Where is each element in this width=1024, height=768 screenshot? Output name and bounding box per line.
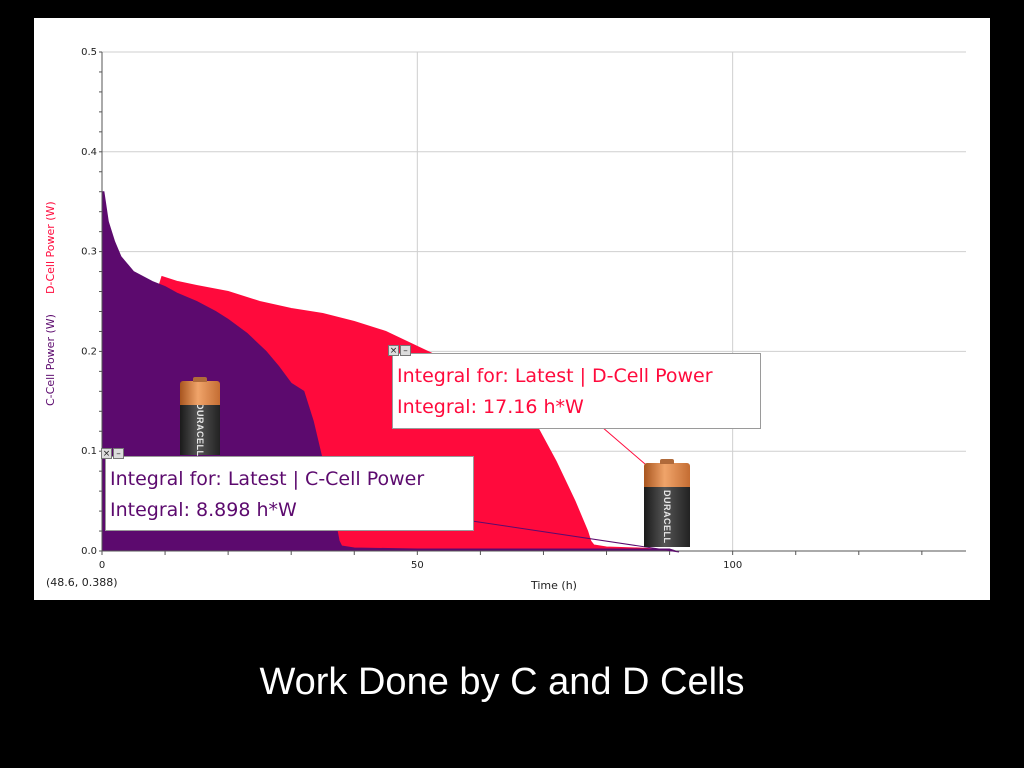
x-tick-label: 50 [411,560,424,571]
d-integral-value: Integral: 17.16 h*W [397,396,584,418]
y-axis-title-d: D-Cell Power (W) [44,201,57,294]
close-icon[interactable]: × [388,345,399,356]
y-tick-label: 0.1 [81,446,97,457]
x-axis-title: Time (h) [530,579,577,592]
d-cell-integral-box[interactable]: × – Integral for: Latest | D-Cell Power … [388,345,761,429]
y-tick-label: 0.4 [81,147,97,158]
d-cell-integral-leader [601,426,653,471]
y-tick-label: 0.0 [81,546,97,557]
cursor-readout: (48.6, 0.388) [46,576,118,589]
d-cell-battery-icon: DURACELL [644,459,690,547]
x-tick-label: 100 [723,560,742,571]
y-tick-label: 0.2 [81,346,97,357]
y-axis-title-c: C-Cell Power (W) [44,314,57,406]
close-icon[interactable]: × [101,448,112,459]
minimize-icon[interactable]: – [113,448,124,459]
c-box-controls: × – [101,448,124,459]
slide-title: Work Done by C and D Cells [259,661,745,703]
x-tick-label: 0 [99,560,105,571]
c-integral-title: Integral for: Latest | C-Cell Power [110,468,425,490]
minimize-icon[interactable]: – [400,345,411,356]
y-tick-label: 0.5 [81,47,97,58]
battery-brand-label: DURACELL [662,490,672,544]
c-integral-value: Integral: 8.898 h*W [110,499,297,521]
y-tick-label: 0.3 [81,247,97,258]
c-cell-integral-box[interactable]: × – Integral for: Latest | C-Cell Power … [101,448,474,531]
c-cell-battery-icon: DURACELL [180,377,220,457]
d-box-controls: × – [388,345,411,356]
d-integral-title: Integral for: Latest | D-Cell Power [397,365,713,387]
graph-panel: 0.0 0.1 0.2 0.3 0.4 0.5 0 50 100 Time (h) C-Cell… [34,18,990,600]
battery-brand-label: DURACELL [195,403,205,457]
